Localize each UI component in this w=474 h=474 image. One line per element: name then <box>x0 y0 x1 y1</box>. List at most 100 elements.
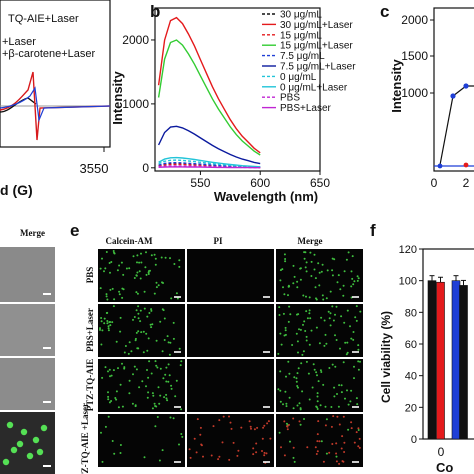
panel-e-green-cell <box>133 365 136 368</box>
panel-e-green-cell <box>106 320 109 322</box>
panel-e-green-cell <box>355 397 358 400</box>
panel-e-green-cell <box>132 373 134 376</box>
panel-e-green-cell <box>312 363 315 366</box>
panel-e-green-cell <box>284 326 287 329</box>
panel-a-legend-2: +Laser <box>2 36 36 48</box>
panel-e-tile <box>276 359 363 412</box>
panel-e-green-cell <box>151 323 154 326</box>
panel-e-green-cell <box>331 363 334 366</box>
panel-e-green-cell <box>134 405 137 408</box>
panel-e-green-cell <box>305 339 308 342</box>
panel-e-green-cell <box>172 321 175 324</box>
panel-e-green-cell <box>305 310 308 313</box>
panel-e-green-cell <box>118 293 121 296</box>
panel-e-green-cell <box>139 320 142 323</box>
panel-e-green-cell <box>163 317 166 320</box>
panel-e-green-cell <box>331 274 334 277</box>
panel-d-cell <box>32 436 40 444</box>
panel-e-red-cell <box>335 460 338 463</box>
panel-e-green-cell <box>299 267 302 270</box>
panel-d-cell <box>2 458 10 466</box>
panel-e-green-cell <box>292 264 295 267</box>
panel-e-green-cell <box>142 351 145 354</box>
panel-e-green-cell <box>107 325 110 328</box>
panel-b-series-line-1 <box>157 16 261 154</box>
panel-e-green-cell <box>313 368 316 371</box>
panel-e-green-cell <box>300 362 303 365</box>
panel-e-green-cell <box>162 377 165 380</box>
panel-e-green-cell <box>163 339 166 341</box>
panel-e-green-cell <box>298 328 300 331</box>
panel-e-green-cell <box>302 350 305 353</box>
panel-e-green-cell <box>99 287 102 290</box>
panel-e-red-cell <box>298 420 301 423</box>
panel-e-green-cell <box>155 281 158 284</box>
panel-e-green-cell <box>349 325 351 328</box>
panel-a-frame <box>0 0 111 148</box>
panel-e-red-cell <box>343 451 346 453</box>
panel-d-cell <box>26 452 34 460</box>
panel-e-green-cell <box>137 330 140 333</box>
panel-e-green-cell <box>316 408 319 410</box>
panel-e-red-cell <box>255 451 258 454</box>
panel-e-green-cell <box>140 261 143 264</box>
panel-e-red-cell <box>286 428 289 431</box>
panel-e-red-cell <box>355 431 358 434</box>
panel-e-tile <box>98 249 185 302</box>
panel-b-y-tick-label: 2000 <box>122 33 149 47</box>
panel-e-green-cell <box>283 334 286 337</box>
panel-d-cell <box>40 424 48 432</box>
panel-e-tile <box>276 304 363 357</box>
panel-e-red-cell <box>335 452 338 455</box>
panel-e-green-cell <box>118 290 121 293</box>
panel-e-green-cell <box>347 403 350 406</box>
panel-e-red-cell <box>314 446 317 449</box>
panel-e-row-label-ptz-laser: PTZ-TQ-AIE +Laser <box>80 403 90 474</box>
panel-e-red-cell <box>283 420 286 423</box>
panel-e-green-cell <box>121 287 124 290</box>
panel-e-red-cell <box>263 424 266 427</box>
panel-f-y-label: Cell viability (%) <box>379 311 393 403</box>
panel-f-y-tick-label: 120 <box>399 244 417 256</box>
panel-b-series-line-3 <box>157 39 261 156</box>
panel-e-green-cell <box>169 257 171 260</box>
panel-e-row-label-ptz: PTZ-TQ-AIE <box>85 359 95 412</box>
panel-e-green-cell <box>178 259 181 262</box>
panel-e-green-cell <box>318 342 321 345</box>
panel-e-green-cell <box>323 319 326 322</box>
panel-a: TQ-AIE+Laser +Laser +β-carotene+Laser 35… <box>0 0 111 198</box>
panel-e-green-cell <box>287 284 290 287</box>
panel-e-green-cell <box>302 294 305 297</box>
panel-c-point-1 <box>450 93 456 99</box>
panel-c-y-label: Intensity <box>389 59 404 113</box>
panel-e-green-cell <box>324 333 327 336</box>
panel-a-x-tick-3550: 3550 <box>80 161 109 176</box>
panel-e-green-cell <box>107 370 109 373</box>
panel-e-red-cell <box>357 445 360 448</box>
panel-e-red-cell <box>248 420 251 423</box>
panel-e-green-cell <box>309 251 312 254</box>
panel-e-green-cell <box>143 307 146 310</box>
panel-e-green-cell <box>114 397 117 399</box>
panel-e-green-cell <box>146 396 149 399</box>
panel-e-green-cell <box>109 271 111 274</box>
panel-e-green-cell <box>141 380 144 383</box>
panel-e-green-cell <box>333 386 336 389</box>
panel-e-green-cell <box>157 284 160 287</box>
panel-e-green-cell <box>136 261 138 264</box>
panel-e-green-cell <box>128 392 131 395</box>
panel-e-green-cell <box>153 253 156 256</box>
panel-e-red-cell <box>261 437 264 440</box>
panel-e-green-cell <box>282 286 284 289</box>
panel-e-green-cell <box>333 395 336 398</box>
panel-e-green-cell <box>167 341 170 344</box>
panel-f-bar-2 <box>451 280 461 440</box>
panel-e-green-cell <box>285 422 288 425</box>
panel-e-red-cell <box>252 447 255 450</box>
panel-e-green-cell <box>292 456 295 459</box>
panel-e-green-cell <box>318 284 321 287</box>
panel-e-green-cell <box>165 366 168 369</box>
panel-e-green-cell <box>303 418 305 420</box>
panel-e-header-pi: PI <box>214 236 223 246</box>
panel-e-red-cell <box>283 454 286 457</box>
